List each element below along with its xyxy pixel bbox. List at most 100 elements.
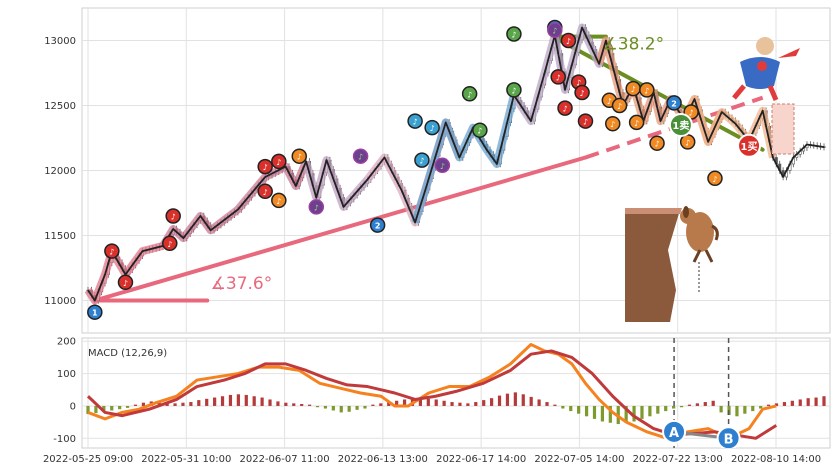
histogram-bar — [315, 405, 320, 408]
histogram-bar — [798, 399, 802, 406]
pivot-marker-label: ♪ — [413, 118, 418, 127]
pivot-marker-label: ♪ — [276, 197, 281, 206]
histogram-bar — [687, 404, 692, 406]
histogram-bar — [719, 405, 723, 413]
pivot-marker — [271, 153, 287, 170]
pivot-marker-label: ♪ — [631, 85, 636, 94]
histogram-bar — [672, 405, 676, 409]
signal-badge — [737, 133, 762, 158]
pivot-marker — [291, 148, 308, 164]
x-axis: 2022-05-25 09:00 2022-05-31 10:00 2022-06-… — [43, 454, 821, 465]
macd-y-tick-label: 200 — [57, 337, 76, 348]
pivot-marker — [679, 134, 696, 150]
pivot-marker — [604, 115, 621, 132]
pivot-marker-label: ♪ — [440, 162, 445, 171]
histogram-bar — [110, 405, 114, 411]
pivot-marker — [547, 22, 563, 38]
histogram-bar — [774, 403, 779, 406]
pivot-marker-label: 2 — [375, 222, 381, 231]
trendline-descending-resistance — [552, 35, 765, 152]
pivot-marker-label: ♪ — [358, 153, 363, 162]
pivot-marker — [117, 274, 134, 291]
histogram-bar — [664, 405, 668, 412]
pivot-marker-label: 1 — [92, 309, 98, 318]
price-y-tick-label: 12500 — [44, 101, 76, 112]
macd-y-tick-label: 0 — [70, 401, 76, 412]
pivot-marker-label: ♪ — [171, 213, 176, 222]
pivot-marker — [257, 183, 273, 200]
pivot-marker-label: ♪ — [689, 109, 694, 118]
histogram-bar — [133, 404, 138, 406]
x-tick-label: 2022-06-13 13:00 — [338, 454, 428, 465]
pivot-marker-label: ♪ — [556, 73, 561, 82]
histogram-bar — [782, 402, 787, 406]
histogram-bar — [553, 404, 557, 406]
pivot-marker — [165, 208, 181, 224]
histogram-bar — [679, 405, 684, 408]
pivot-marker — [271, 192, 287, 209]
trendline-ascending-support — [92, 155, 588, 303]
histogram-bar — [236, 394, 240, 406]
histogram-bar — [339, 405, 343, 413]
histogram-bar — [197, 400, 201, 406]
histogram-bar — [173, 403, 177, 406]
divergence-point-label: B — [724, 432, 734, 447]
histogram-bar — [561, 405, 565, 409]
histogram-bar — [426, 398, 430, 406]
histogram-bar — [814, 397, 818, 406]
histogram-bar — [442, 400, 446, 406]
price-y-tick-label: 11500 — [44, 231, 76, 242]
angle-label: ∡38.2° — [603, 35, 665, 55]
pivot-marker-label: ♪ — [419, 157, 424, 166]
histogram-bar — [205, 398, 209, 406]
histogram-bar — [94, 405, 98, 414]
pivot-marker-label: ♪ — [644, 86, 649, 95]
histogram-bar — [307, 404, 312, 406]
pivot-marker — [308, 199, 325, 215]
macd-y-axis: -100 0 100 200 — [53, 337, 76, 445]
cliff-illustration — [625, 208, 682, 322]
pivot-marker — [707, 170, 723, 187]
histogram-bar — [244, 394, 248, 406]
histogram-bar — [466, 403, 470, 406]
histogram-bar — [600, 405, 605, 422]
pivot-marker — [104, 243, 120, 259]
pivot-marker-label: ♪ — [607, 97, 612, 106]
histogram-bar — [648, 405, 652, 417]
histogram-bar — [355, 405, 359, 410]
histogram-bar — [379, 403, 383, 406]
pivot-marker — [550, 69, 566, 85]
pivot-marker-label: ♪ — [477, 127, 482, 136]
pivot-marker — [162, 235, 178, 252]
histogram-bar — [395, 400, 399, 406]
pivot-marker — [414, 152, 430, 168]
angle-label: ∡37.6° — [211, 274, 273, 294]
x-tick-label: 2022-08-10 14:00 — [731, 454, 821, 465]
histogram-bar — [624, 405, 628, 423]
dog-illustration — [680, 206, 719, 292]
pivot-marker-label: 2 — [671, 99, 677, 108]
pivot-marker-label: ♪ — [314, 203, 319, 212]
pivot-marker — [639, 82, 655, 98]
histogram-bar — [822, 396, 826, 406]
pivot-marker — [506, 82, 522, 98]
histogram-bar — [228, 394, 233, 406]
histogram-bar — [592, 405, 597, 419]
histogram-bar — [640, 405, 644, 419]
histogram-bar — [711, 400, 715, 406]
histogram-bar — [213, 397, 217, 406]
histogram-bar — [323, 405, 328, 409]
divergence-point — [716, 426, 741, 448]
pivot-marker-label: ♪ — [276, 158, 281, 167]
macd-y-tick-label: 100 — [57, 369, 76, 380]
histogram-bar — [276, 401, 280, 406]
histogram-bar — [577, 405, 581, 414]
histogram-bar — [300, 404, 304, 406]
histogram-bar — [434, 399, 438, 406]
pivot-marker-label: ♪ — [634, 119, 639, 128]
histogram-bar — [521, 394, 525, 406]
histogram-bar — [268, 399, 272, 406]
histogram-bar — [220, 396, 225, 406]
pivot-marker-label: ♪ — [297, 153, 302, 162]
histogram-bar — [450, 402, 454, 406]
